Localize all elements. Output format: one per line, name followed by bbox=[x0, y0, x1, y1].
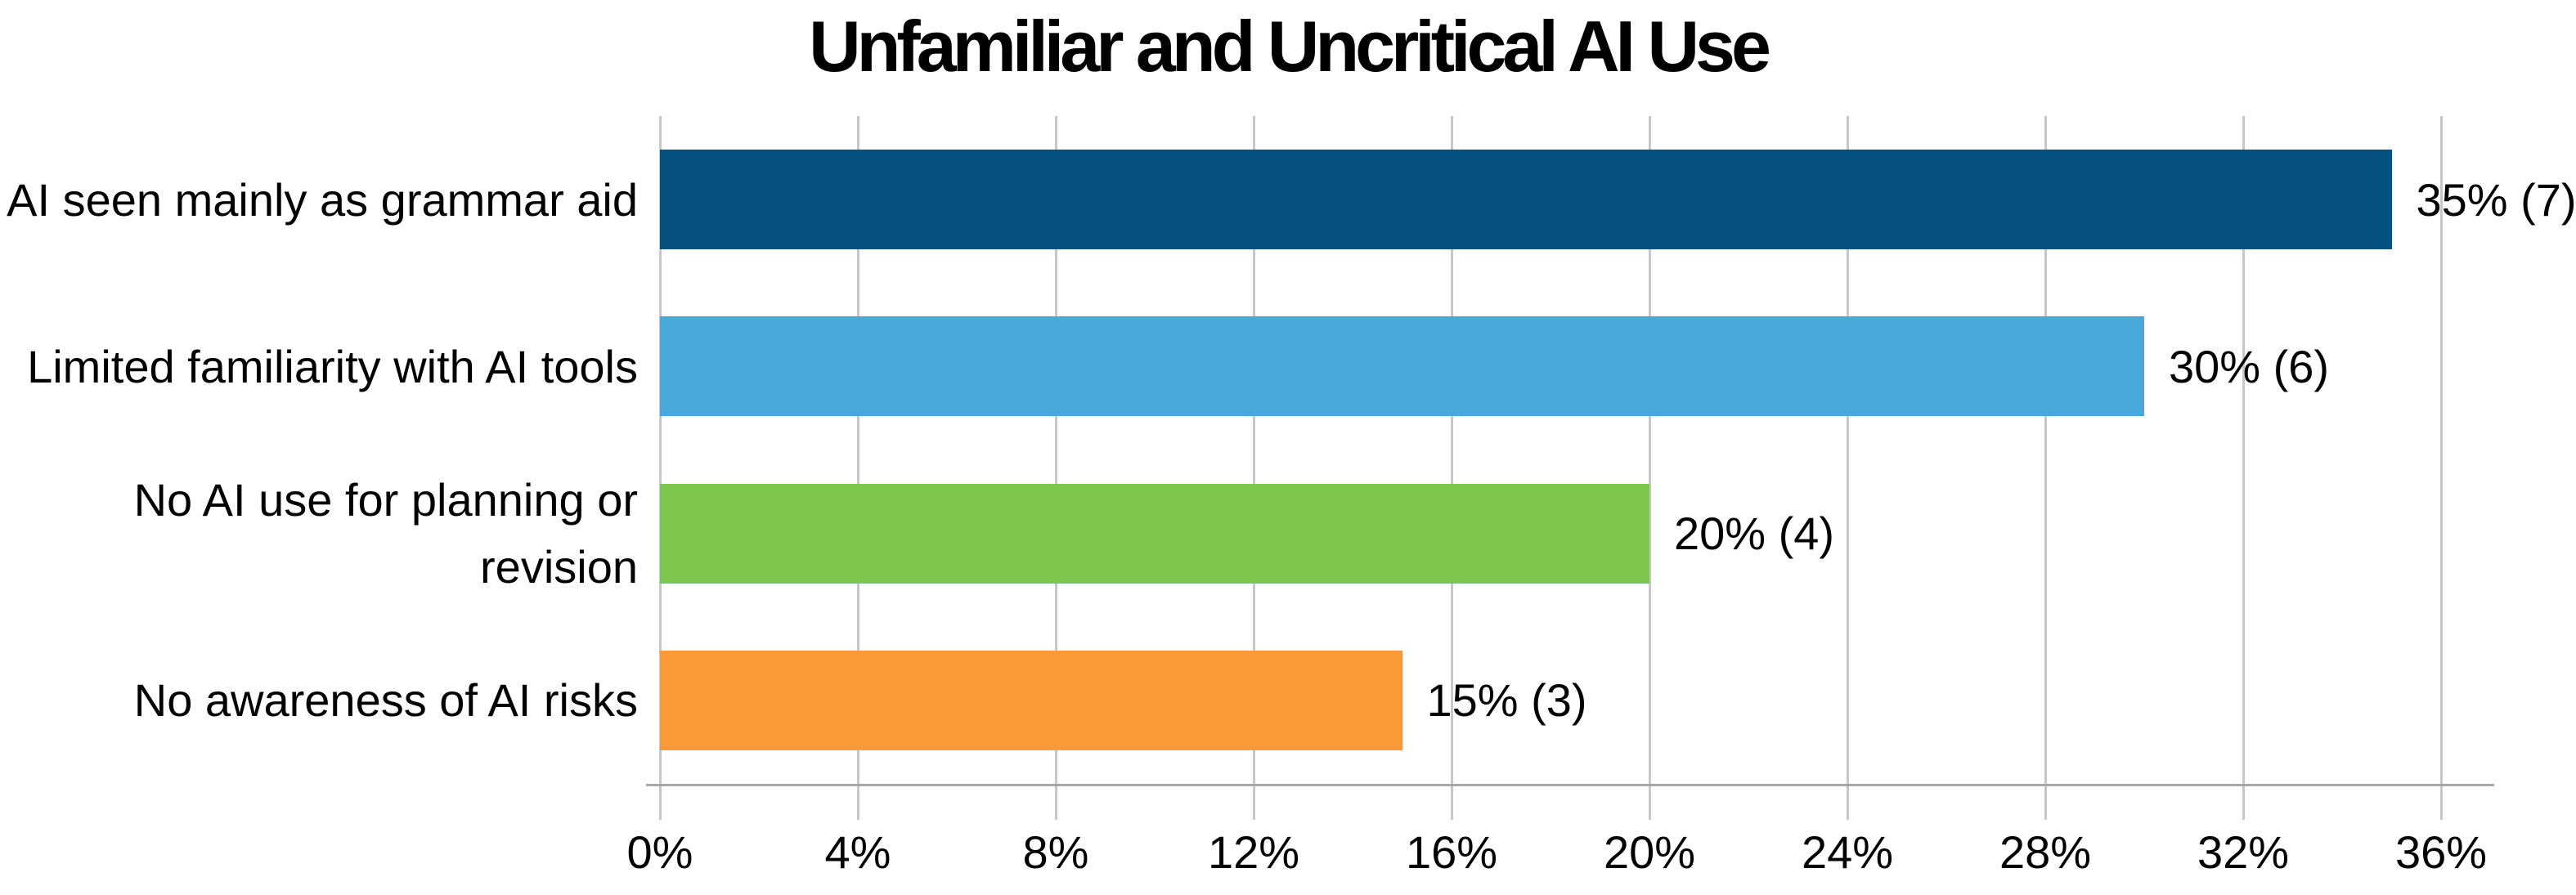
bar-value-label: 15% (3) bbox=[1426, 674, 1587, 727]
gridline bbox=[659, 116, 662, 820]
gridline bbox=[1649, 116, 1651, 820]
x-tick-label: 16% bbox=[1405, 826, 1498, 878]
category-label-line: Limited familiarity with AI tools bbox=[27, 340, 638, 392]
x-tick-label: 0% bbox=[626, 826, 693, 878]
gridline bbox=[2440, 116, 2443, 820]
category-label-line: revision bbox=[480, 540, 638, 593]
x-tick-label: 20% bbox=[1603, 826, 1696, 878]
category-label-line: No awareness of AI risks bbox=[133, 674, 638, 727]
x-tick-label: 32% bbox=[2197, 826, 2290, 878]
bar-value-label: 30% (6) bbox=[2169, 340, 2330, 392]
category-label: Limited familiarity with AI tools bbox=[0, 283, 638, 450]
x-tick-label: 8% bbox=[1022, 826, 1089, 878]
x-tick-label: 24% bbox=[1801, 826, 1894, 878]
bar bbox=[660, 150, 2392, 250]
gridline bbox=[1451, 116, 1453, 820]
gridline bbox=[1253, 116, 1255, 820]
gridline bbox=[1847, 116, 1849, 820]
bar-value-label: 35% (7) bbox=[2416, 173, 2576, 226]
category-label: No awareness of AI risks bbox=[0, 617, 638, 784]
bar bbox=[660, 316, 2144, 417]
x-tick-label: 4% bbox=[824, 826, 891, 878]
gridline bbox=[2242, 116, 2245, 820]
x-tick-label: 12% bbox=[1207, 826, 1300, 878]
bar bbox=[660, 483, 1649, 584]
gridline bbox=[1055, 116, 1057, 820]
category-label-line: No AI use for planning or bbox=[133, 474, 638, 526]
gridline bbox=[2044, 116, 2047, 820]
bar-value-label: 20% (4) bbox=[1674, 508, 1835, 560]
category-label: AI seen mainly as grammar aid bbox=[0, 116, 638, 283]
gridline bbox=[857, 116, 859, 820]
chart-title: Unfamiliar and Uncritical AI Use bbox=[809, 6, 1771, 87]
bar bbox=[660, 650, 1402, 750]
x-axis-line bbox=[646, 784, 2494, 786]
category-label: No AI use for planning or revision bbox=[0, 450, 638, 617]
x-tick-label: 28% bbox=[1999, 826, 2092, 878]
category-label-line: AI seen mainly as grammar aid bbox=[7, 173, 638, 226]
x-tick-label: 36% bbox=[2394, 826, 2488, 878]
